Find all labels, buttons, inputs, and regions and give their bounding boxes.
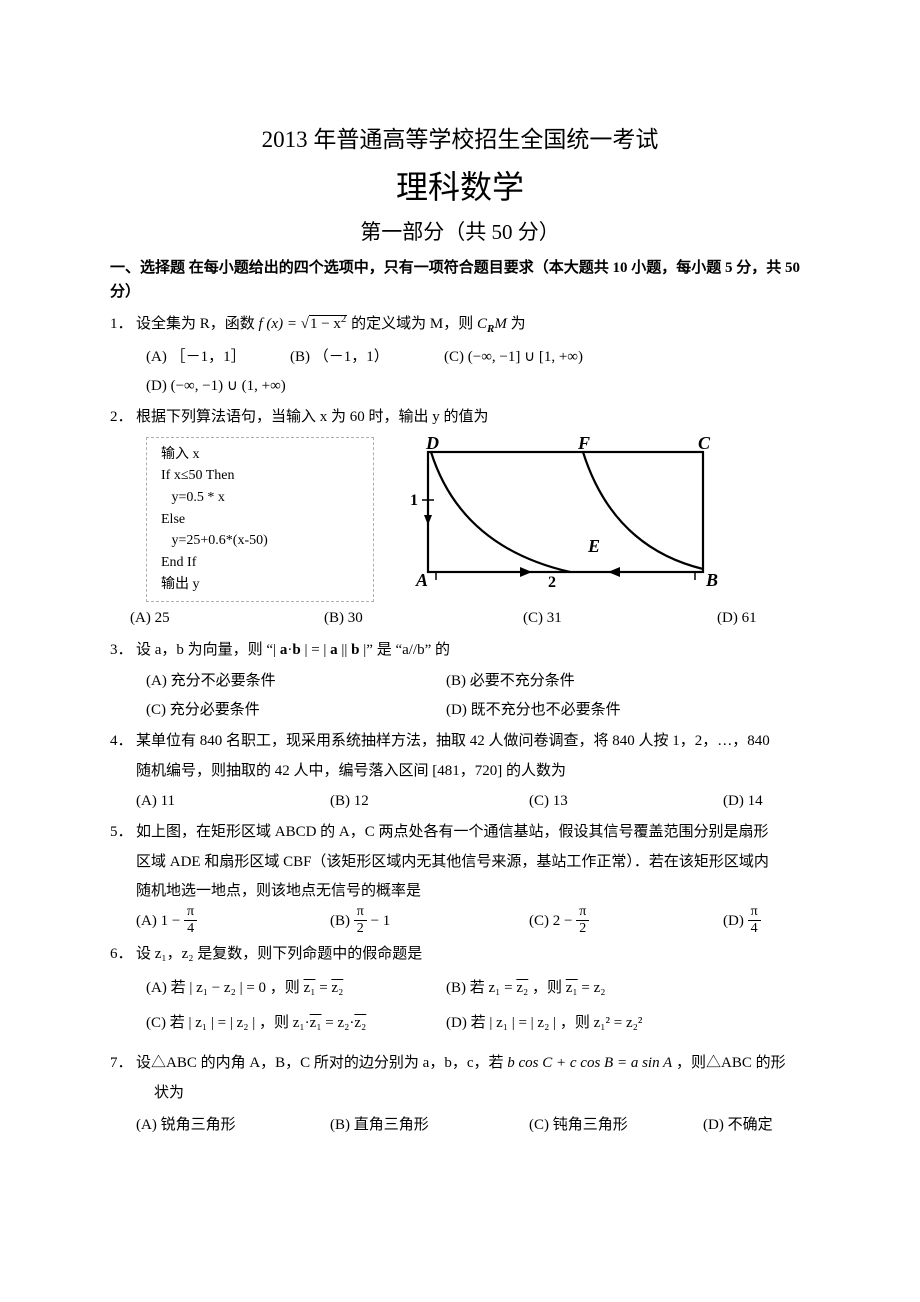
question-1: 1．设全集为 R，函数 f (x) = √1 − x2 的定义域为 M，则 CR… [110,310,810,339]
code-line: y=0.5 * x [161,487,359,509]
q1-text-a: 设全集为 R，函数 [136,316,259,332]
q7-options: (A) 锐角三角形 (B) 直角三角形 (C) 钝角三角形 (D) 不确定 [110,1111,810,1140]
q4-opt-A: (A) 11 [136,787,306,816]
q2-opt-B: (B) 30 [324,604,499,633]
code-line: 输入 x [161,444,359,466]
q3-opt-C: (C) 充分必要条件 [146,696,446,725]
q2-text: 根据下列算法语句，当输入 x 为 60 时，输出 y 的值为 [136,409,489,425]
code-line: 输出 y [161,574,359,596]
q1-sqrt: √1 − x2 [301,315,348,332]
q7-expr: b cos C + c cos B = a sin A [507,1055,672,1071]
q7-opt-C: (C) 钝角三角形 [529,1111,679,1140]
q4-opt-C: (C) 13 [529,787,699,816]
q6-options: (A) 若 | z₁ − z₂ | = 0 ，则 z₁ = z₂ (B) 若 z… [110,971,810,1040]
q4-opt-B: (B) 12 [330,787,505,816]
q3-number: 3． [110,637,136,663]
q1-CRM: CRM [477,316,507,332]
q7-opt-A: (A) 锐角三角形 [136,1111,306,1140]
code-line: End If [161,552,359,574]
q1-opt-A: (A) ［－1，1］ [146,343,266,372]
question-2: 2．根据下列算法语句，当输入 x 为 60 时，输出 y 的值为 [110,404,810,430]
svg-text:A: A [415,570,428,587]
title-part: 第一部分（共 50 分） [110,216,810,246]
q2-opt-D: (D) 61 [717,604,757,633]
q4-line2: 随机编号，则抽取的 42 人中，编号落入区间 [481，720] 的人数为 [110,758,810,784]
q5-diagram: D F C A B E 1 2 [398,437,718,587]
q5-opt-B: (B) π2 − 1 [330,906,505,937]
q5-opt-C: (C) 2 − π2 [529,906,699,937]
q2-opt-C: (C) 31 [523,604,693,633]
svg-text:2: 2 [548,574,556,587]
q6-opt-D: (D) 若 | z₁ | = | z₂ | ，则 z₁² = z₂² [446,1006,746,1041]
q2-number: 2． [110,404,136,430]
q7-number: 7． [110,1050,136,1076]
code-line: Else [161,509,359,531]
q3-opt-A: (A) 充分不必要条件 [146,667,446,696]
q5-number: 5． [110,819,136,845]
q1-opt-D: (D) (−∞, −1) ∪ (1, +∞) [146,372,286,401]
q1-opt-C: (C) (−∞, −1] ∪ [1, +∞) [444,343,624,372]
q3-options: (A) 充分不必要条件 (B) 必要不充分条件 (C) 充分必要条件 (D) 既… [110,667,810,724]
q2-figure-row: 输入 x If x≤50 Then y=0.5 * x Else y=25+0.… [110,437,810,603]
svg-text:C: C [698,437,711,453]
q1-text-c: 为 [507,316,526,332]
question-5: 5．如上图，在矩形区域 ABCD 的 A，C 两点处各有一个通信基站，假设其信号… [110,819,810,845]
q4-options: (A) 11 (B) 12 (C) 13 (D) 14 [110,787,810,816]
title-subject: 理科数学 [110,162,810,208]
q3-opt-B: (B) 必要不充分条件 [446,667,746,696]
code-line: If x≤50 Then [161,465,359,487]
question-6: 6．设 z₁，z₂ 是复数，则下列命题中的假命题是 [110,941,810,967]
q7-opt-D: (D) 不确定 [703,1111,773,1140]
q5-opt-A: (A) 1 − π4 [136,906,306,937]
q1-options: (A) ［－1，1］ (B) （－1，1） (C) (−∞, −1] ∪ [1,… [110,343,810,400]
q2-algorithm-box: 输入 x If x≤50 Then y=0.5 * x Else y=25+0.… [146,437,374,603]
q3-expr: | a·b | = | a || b | [273,642,366,658]
question-3: 3．设 a，b 为向量，则 “| a·b | = | a || b |” 是 “… [110,637,810,663]
svg-text:E: E [587,536,600,556]
exam-page: 2013 年普通高等学校招生全国统一考试 理科数学 第一部分（共 50 分） 一… [0,0,920,1219]
svg-text:1: 1 [410,492,418,509]
question-7: 7．设△ABC 的内角 A，B，C 所对的边分别为 a，b，c，若 b cos … [110,1050,810,1076]
q1-fx: f (x) = [259,316,301,332]
section-heading: 一、选择题 在每小题给出的四个选项中，只有一项符合题目要求（本大题共 10 小题… [110,256,810,304]
q2-options: (A) 25 (B) 30 (C) 31 (D) 61 [110,604,810,633]
q3-opt-D: (D) 既不充分也不必要条件 [446,696,746,725]
code-line: y=25+0.6*(x-50) [161,530,359,552]
title-main: 2013 年普通高等学校招生全国统一考试 [110,120,810,154]
svg-text:F: F [577,437,590,453]
q4-opt-D: (D) 14 [723,787,763,816]
q5-options: (A) 1 − π4 (B) π2 − 1 (C) 2 − π2 (D) π4 [110,906,810,937]
q1-number: 1． [110,311,136,337]
q2-opt-A: (A) 25 [130,604,300,633]
question-4: 4．某单位有 840 名职工，现采用系统抽样方法，抽取 42 人做问卷调查，将 … [110,728,810,754]
q5-opt-D: (D) π4 [723,906,761,937]
q6-opt-C: (C) 若 | z₁ | = | z₂ | ，则 z₁·z₁ = z₂·z₂ [146,1006,446,1041]
q7-opt-B: (B) 直角三角形 [330,1111,505,1140]
q4-number: 4． [110,728,136,754]
q1-text-b: 的定义域为 M，则 [347,316,477,332]
q6-opt-B: (B) 若 z₁ = z₂ ，则 z₁ = z₂ [446,971,746,1006]
q6-opt-A: (A) 若 | z₁ − z₂ | = 0 ，则 z₁ = z₂ [146,971,446,1006]
q6-number: 6． [110,941,136,967]
svg-text:B: B [705,570,718,587]
q1-opt-B: (B) （－1，1） [290,343,420,372]
svg-text:D: D [425,437,439,453]
